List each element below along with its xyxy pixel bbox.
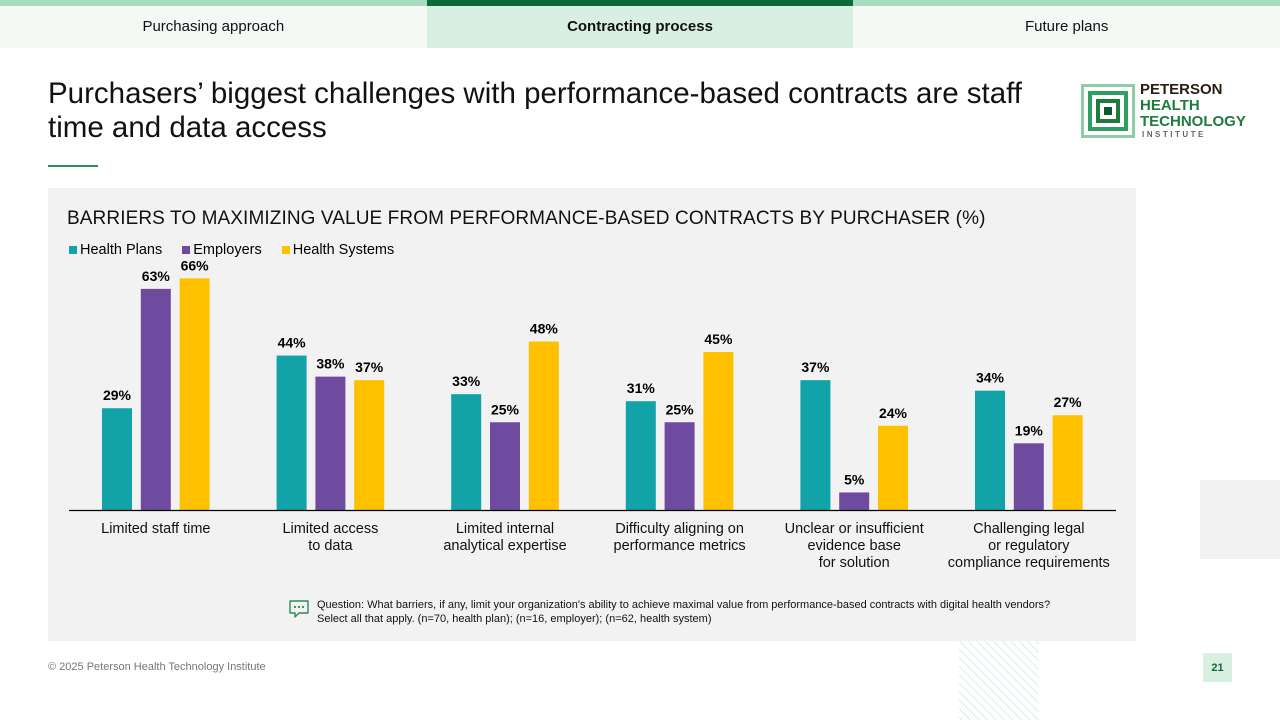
category-label-line: Limited access	[282, 521, 378, 537]
bar-chart: 29% 63% 66% Limited staff time 44% 38% 37% Limi…	[69, 257, 1116, 571]
category-label-line: Limited staff time	[101, 521, 210, 537]
category-label-line: Unclear or insufficient	[785, 521, 924, 537]
category-label-3: Difficulty aligning on performance metric…	[614, 521, 746, 554]
note-text: Question: What barriers, if any, limit y…	[317, 598, 1050, 626]
logo: PETERSON HEALTH TECHNOLOGY INSTITUTE	[1080, 82, 1250, 142]
bar-health-systems-0	[179, 278, 210, 510]
page-number: 21	[1203, 653, 1232, 682]
chart-legend: Health Plans Employers Health Systems	[69, 242, 414, 258]
category-label-line: or regulatory	[988, 538, 1070, 554]
data-label-health-plans-2: 33%	[452, 373, 481, 389]
legend-label-employers: Employers	[193, 242, 262, 258]
logo-line-3: TECHNOLOGY	[1140, 113, 1246, 130]
logo-text: PETERSON HEALTH TECHNOLOGY INSTITUTE	[1140, 82, 1246, 140]
tab-purchasing-approach[interactable]: Purchasing approach	[0, 0, 427, 48]
data-label-health-plans-0: 29%	[103, 387, 132, 403]
data-label-health-systems-5: 27%	[1054, 394, 1083, 410]
logo-line-1: PETERSON	[1140, 81, 1223, 98]
data-label-employers-2: 25%	[491, 401, 520, 417]
category-label-line: evidence base	[807, 538, 901, 554]
category-label-line: Difficulty aligning on	[615, 521, 744, 537]
category-label-2: Limited internal analytical expertise	[443, 521, 566, 554]
note-line-1: Question: What barriers, if any, limit y…	[317, 599, 1051, 611]
bar-health-systems-5	[1052, 415, 1083, 510]
legend-swatch-health-systems	[281, 246, 290, 254]
tab-future-plans[interactable]: Future plans	[853, 0, 1280, 48]
bar-health-plans-4	[800, 380, 831, 510]
legend-item-health-systems: Health Systems	[281, 242, 395, 258]
note-line-2: Select all that apply. (n=70, health pla…	[317, 613, 712, 625]
bar-employers-2	[490, 422, 520, 510]
bar-employers-5	[1013, 443, 1044, 510]
category-label-4: Unclear or insufficient evidence base for …	[785, 521, 924, 571]
category-label-line: to data	[308, 538, 353, 554]
data-label-employers-4: 5%	[844, 471, 865, 487]
chat-bubble-icon	[289, 600, 309, 618]
chart-title: BARRIERS TO MAXIMIZING VALUE FROM PERFOR…	[67, 208, 986, 229]
legend-item-employers: Employers	[182, 242, 262, 258]
bar-health-systems-2	[528, 341, 559, 510]
category-label-line: analytical expertise	[443, 538, 566, 554]
bar-employers-4	[839, 492, 870, 510]
bar-employers-3	[664, 422, 695, 510]
bar-health-systems-1	[354, 380, 385, 510]
bar-health-systems-3	[703, 352, 734, 510]
chart-panel: BARRIERS TO MAXIMIZING VALUE FROM PERFOR…	[48, 188, 1136, 641]
category-label-0: Limited staff time	[101, 521, 210, 537]
data-label-health-systems-1: 37%	[355, 359, 384, 375]
bar-employers-0	[140, 288, 171, 510]
bar-health-plans-2	[451, 394, 482, 510]
legend-swatch-employers	[182, 246, 191, 254]
bar-health-plans-5	[975, 390, 1005, 510]
logo-mark-icon	[1081, 84, 1135, 138]
bar-health-plans-3	[625, 401, 656, 510]
category-label-line: for solution	[819, 555, 890, 571]
data-label-employers-0: 63%	[142, 268, 171, 284]
logo-line-2: HEALTH	[1140, 97, 1200, 114]
data-label-health-plans-3: 31%	[627, 380, 656, 396]
category-label-5: Challenging legal or regulatory compliance…	[948, 521, 1110, 571]
category-label-1: Limited access to data	[282, 521, 378, 554]
side-decoration-box	[1200, 480, 1280, 559]
data-label-health-plans-4: 37%	[801, 359, 830, 375]
legend-label-health-systems: Health Systems	[292, 242, 395, 258]
logo-line-4: INSTITUTE	[1142, 130, 1206, 139]
legend-item-health-plans: Health Plans	[69, 242, 162, 258]
data-label-health-plans-5: 34%	[976, 370, 1005, 386]
footer-copyright: © 2025 Peterson Health Technology Instit…	[48, 661, 266, 673]
category-label-line: Challenging legal	[973, 521, 1084, 537]
survey-question-note: Question: What barriers, if any, limit y…	[288, 598, 1128, 626]
data-label-employers-1: 38%	[316, 356, 345, 372]
category-label-line: Limited internal	[456, 521, 554, 537]
data-label-health-systems-2: 48%	[530, 321, 559, 337]
legend-label-health-plans: Health Plans	[80, 242, 163, 258]
section-tabs: Purchasing approach Contracting process …	[0, 0, 1280, 48]
bar-health-plans-1	[276, 355, 307, 510]
data-label-health-plans-1: 44%	[278, 335, 307, 351]
category-label-line: compliance requirements	[948, 555, 1110, 571]
bar-health-plans-0	[102, 408, 132, 510]
hatch-decoration	[959, 641, 1039, 720]
tab-contracting-process[interactable]: Contracting process	[426, 0, 854, 48]
data-label-health-systems-0: 66%	[181, 257, 210, 273]
data-label-health-systems-4: 24%	[879, 405, 908, 421]
data-label-employers-5: 19%	[1015, 422, 1044, 438]
bar-employers-1	[315, 376, 346, 510]
legend-swatch-health-plans	[69, 246, 77, 254]
bar-health-systems-4	[878, 425, 908, 510]
title-underline	[48, 165, 98, 167]
page-title: Purchasers’ biggest challenges with perf…	[48, 77, 1023, 144]
data-label-health-systems-3: 45%	[704, 331, 733, 347]
data-label-employers-3: 25%	[666, 401, 695, 417]
category-label-line: performance metrics	[614, 538, 746, 554]
